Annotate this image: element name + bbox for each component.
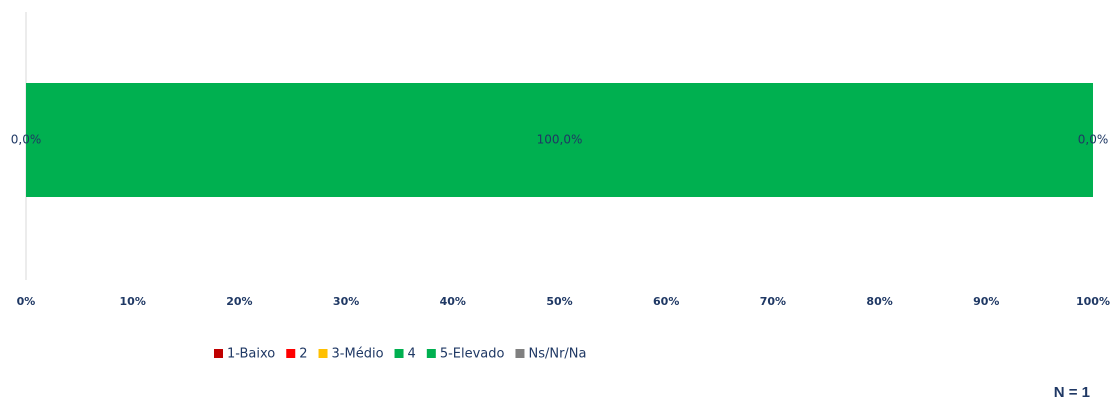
x-tick-label: 40%: [440, 295, 466, 308]
x-tick-label: 0%: [17, 295, 36, 308]
legend-label: 3-Médio: [332, 347, 384, 362]
legend-label: 5-Elevado: [440, 347, 505, 362]
data-label: 0,0%: [11, 133, 42, 147]
x-tick-label: 100%: [1076, 295, 1110, 308]
legend-swatch: [515, 349, 525, 358]
data-label: 100,0%: [537, 133, 583, 147]
legend-swatch: [426, 349, 436, 358]
x-tick-label: 60%: [653, 295, 679, 308]
legend-swatch: [318, 349, 328, 358]
legend-swatch: [394, 349, 404, 358]
legend-label: 4: [408, 347, 416, 362]
x-tick-label: 80%: [866, 295, 892, 308]
x-tick-label: 90%: [973, 295, 999, 308]
legend-swatch: [286, 349, 296, 358]
x-tick-label: 20%: [226, 295, 252, 308]
legend-label: 2: [299, 347, 307, 362]
legend-label: 1-Baixo: [227, 347, 275, 362]
x-tick-label: 10%: [120, 295, 146, 308]
x-tick-label: 30%: [333, 295, 359, 308]
legend-label: Ns/Nr/Na: [528, 347, 586, 362]
bar-segment: [26, 83, 1093, 197]
sample-size: N = 1: [1054, 384, 1090, 401]
x-tick-label: 50%: [546, 295, 572, 308]
data-label: 0,0%: [1078, 133, 1109, 147]
legend-swatch: [214, 349, 223, 358]
x-tick-label: 70%: [760, 295, 786, 308]
